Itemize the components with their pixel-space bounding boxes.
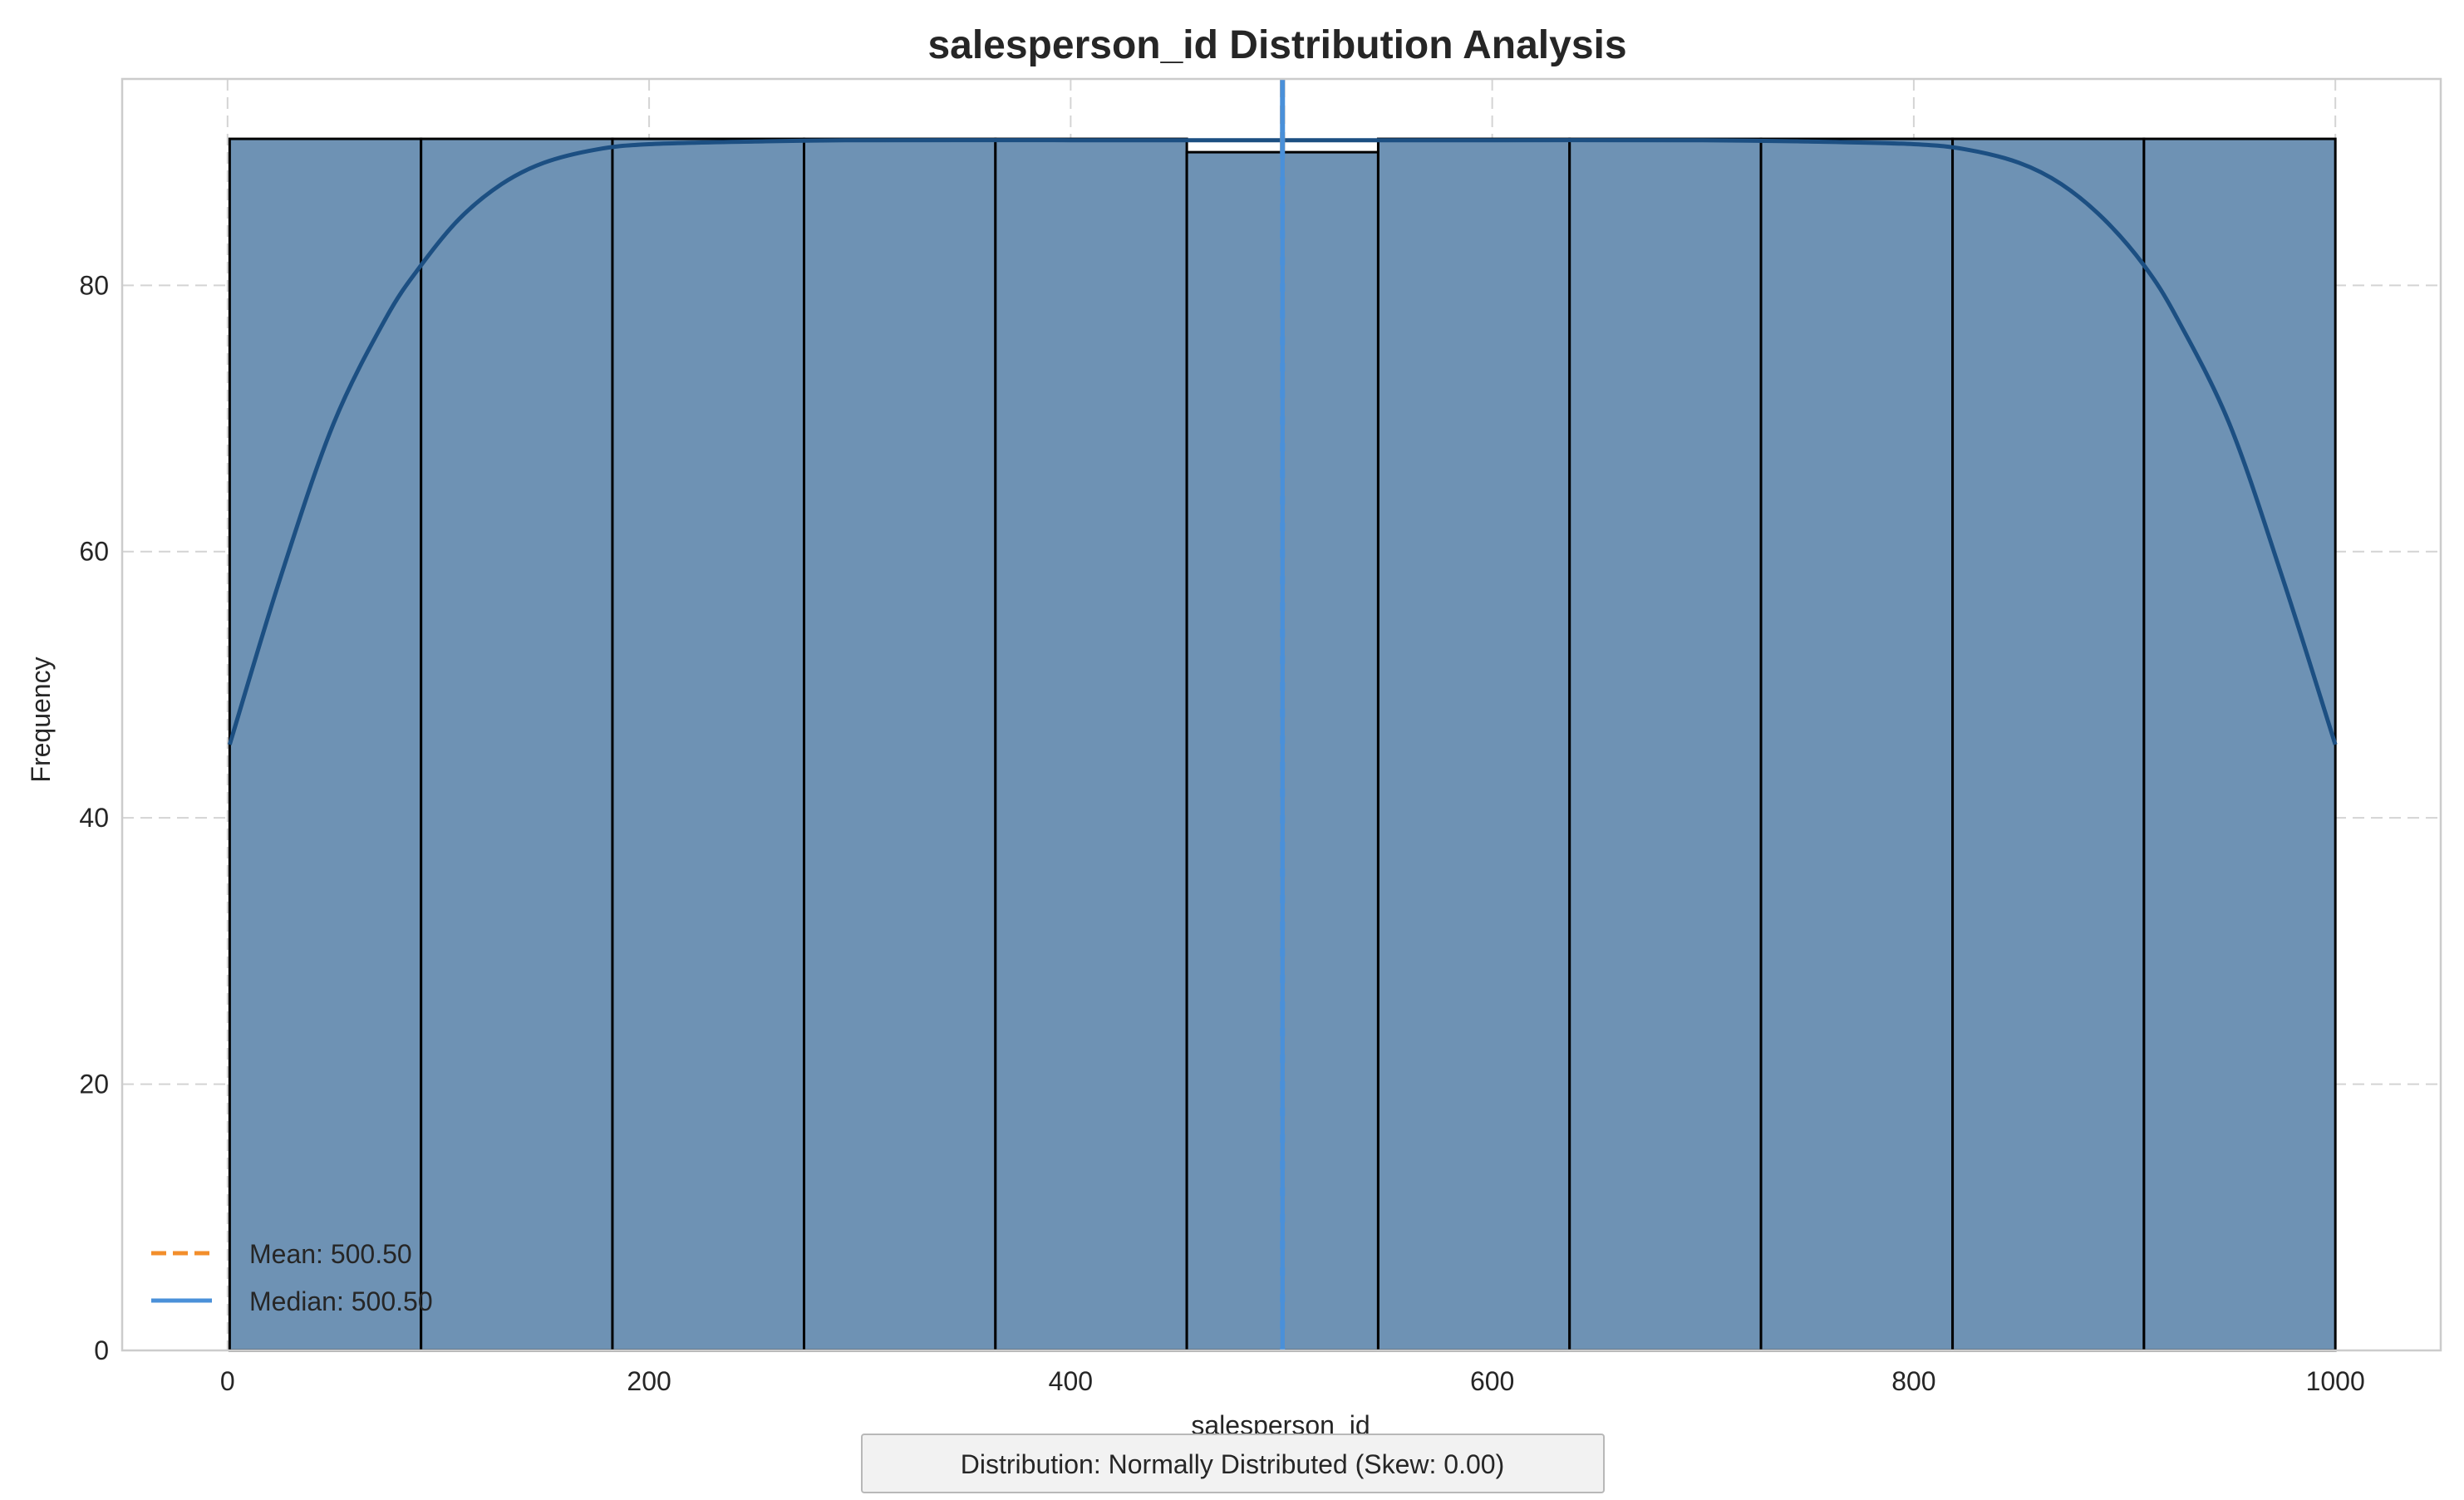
y-tick-label: 80 [79, 270, 109, 300]
y-tick-labels: 0 20 40 60 80 [79, 270, 109, 1365]
histogram-bar [994, 137, 1188, 1352]
plot-frame [120, 77, 2442, 1352]
histogram-bar [2142, 137, 2337, 1352]
x-tick-label: 800 [1891, 1366, 1935, 1396]
histogram-bar [1951, 137, 2146, 1352]
histogram-bar [803, 137, 997, 1352]
y-tick-label: 20 [79, 1070, 109, 1099]
histogram-bar [611, 137, 806, 1352]
histogram-bar [228, 137, 423, 1352]
x-tick-label: 600 [1470, 1366, 1514, 1396]
histogram-bar [1759, 137, 1955, 1352]
x-tick-label: 400 [1049, 1366, 1093, 1396]
histogram-bar [1376, 137, 1571, 1352]
legend: Mean: 500.50 Median: 500.50 [151, 1239, 433, 1316]
histogram-bar [1568, 137, 1763, 1352]
y-tick-label: 60 [79, 537, 109, 567]
distribution-note-box [861, 1434, 1605, 1493]
y-axis-label: Frequency [26, 657, 56, 782]
x-tick-label: 200 [627, 1366, 671, 1396]
distribution-note-text: Distribution: Normally Distributed (Skew… [961, 1449, 1504, 1479]
legend-median-label: Median: 500.50 [249, 1286, 433, 1316]
x-tick-label: 0 [220, 1366, 235, 1396]
y-tick-label: 40 [79, 803, 109, 833]
histogram-bars [228, 137, 2337, 1352]
chart-title: salesperson_id Distribution Analysis [927, 23, 1626, 67]
x-tick-labels: 0 200 400 600 800 1000 [220, 1366, 2365, 1396]
y-tick-label: 0 [94, 1335, 109, 1365]
legend-mean-label: Mean: 500.50 [249, 1239, 412, 1269]
histogram-bar [420, 137, 614, 1352]
x-tick-label: 1000 [2306, 1366, 2365, 1396]
distribution-note: Distribution: Normally Distributed (Skew… [861, 1434, 1605, 1493]
